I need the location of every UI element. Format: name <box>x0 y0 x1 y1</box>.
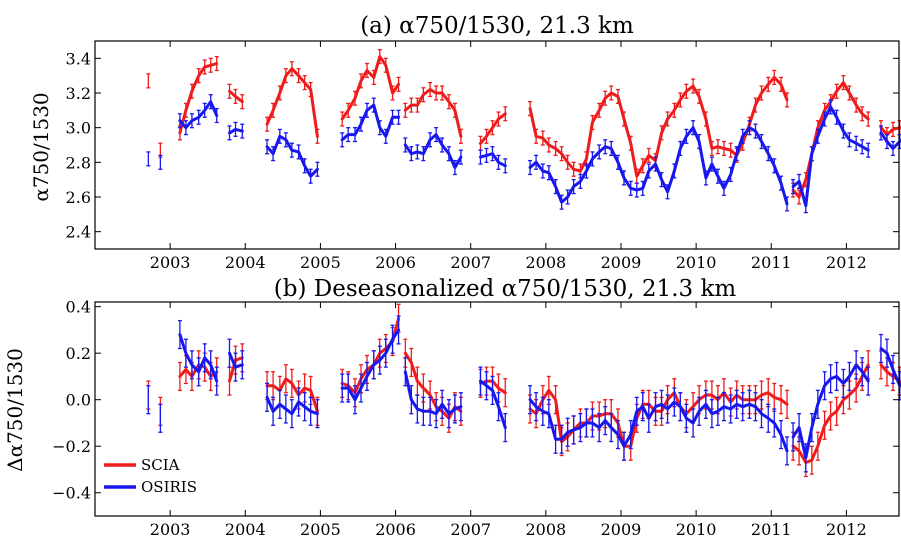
series-line-scia <box>340 55 401 121</box>
series-line-osiris <box>340 103 401 142</box>
series-line-osiris <box>528 126 789 206</box>
series-line-scia <box>265 67 319 138</box>
panel-a-xtick-label: 2007 <box>450 253 491 272</box>
panel-a-xtick-label: 2009 <box>601 253 642 272</box>
panel-a-ytick-label: 2.8 <box>66 153 91 172</box>
series-line-scia <box>340 316 401 395</box>
panel-b-frame <box>94 301 900 517</box>
series-line-osiris <box>228 351 244 369</box>
series-line-osiris <box>479 152 507 168</box>
panel-b-ytick-label: 0.0 <box>66 391 91 410</box>
series-line-osiris <box>265 395 319 416</box>
panel-b-xtick-label: 2005 <box>300 520 341 539</box>
panel-a-ytick-label: 3.0 <box>66 119 91 138</box>
panel-a-xtick-label: 2010 <box>676 253 717 272</box>
panel-b-xtick-label: 2008 <box>525 520 566 539</box>
panel-a-frame <box>94 40 900 250</box>
panel-a-xtick-label: 2008 <box>525 253 566 272</box>
panel-a-xtick-label: 2012 <box>826 253 867 272</box>
series-line-scia <box>403 351 463 420</box>
panel-b-ytick-label: 0.4 <box>66 298 91 317</box>
panel-b-plot: 2003 2004 2005 2006 2007 2008 2009 2010 2011 2012… <box>52 298 901 539</box>
panel-b-ytick-label: −0.4 <box>52 484 91 503</box>
panel-b-xtick-label: 2012 <box>826 520 867 539</box>
panel-a-xtick-label: 2006 <box>375 253 416 272</box>
panel-a-series-osiris <box>146 94 901 214</box>
series-line-osiris <box>791 105 870 208</box>
series-line-scia <box>228 89 244 104</box>
panel-b-title: (b) Deseasonalized α750/1530, 21.3 km <box>274 276 737 302</box>
panel-a-ytick-label: 3.2 <box>66 84 91 103</box>
series-line-osiris <box>403 370 463 416</box>
series-line-osiris <box>178 100 219 130</box>
series-line-osiris <box>340 328 401 402</box>
series-line-scia <box>178 62 219 135</box>
panel-b-series-osiris <box>146 315 901 473</box>
panel-b-ytick-label: −0.2 <box>52 437 91 456</box>
panel-b-xtick-label: 2010 <box>676 520 717 539</box>
panel-a-xtick-label: 2003 <box>150 253 191 272</box>
series-line-scia <box>528 75 789 178</box>
panel-a-title: (a) α750/1530, 21.3 km <box>360 13 634 39</box>
series-line-osiris <box>403 133 463 169</box>
panel-a-series-scia <box>146 49 901 205</box>
panel-a-ytick-label: 2.4 <box>66 223 91 242</box>
series-line-scia <box>879 126 901 137</box>
panel-a-ylabel: α750/1530 <box>29 92 53 201</box>
series-line-osiris <box>228 127 244 135</box>
panel-b-xtick-label: 2011 <box>751 520 792 539</box>
panel-b-xtick-label: 2006 <box>375 520 416 539</box>
series-line-scia <box>479 112 507 145</box>
panel-a-ytick-label: 3.4 <box>66 49 91 68</box>
panel-b-xtick-label: 2004 <box>225 520 266 539</box>
panel-a-plot: 2003 2004 2005 2006 2007 2008 2009 2010 2011 2012… <box>66 41 901 272</box>
panel-b: (b) Deseasonalized α750/1530, 21.3 km Δα… <box>3 276 901 539</box>
legend-label-scia: SCIA <box>141 456 180 474</box>
legend: SCIA OSIRIS <box>104 456 197 496</box>
panel-b-ylabel: Δα750/1530 <box>3 348 27 472</box>
panel-a-xtick-label: 2005 <box>300 253 341 272</box>
panel-a-xtick-label: 2004 <box>225 253 266 272</box>
panel-a-ytick-label: 2.6 <box>66 188 91 207</box>
series-line-scia <box>879 363 901 385</box>
panel-b-xtick-label: 2007 <box>450 520 491 539</box>
panel-a-xtick-label: 2011 <box>751 253 792 272</box>
panel-b-ytick-label: 0.2 <box>66 344 91 363</box>
series-line-scia <box>265 377 319 413</box>
series-line-osiris <box>791 363 870 460</box>
series-line-osiris <box>479 379 507 430</box>
series-line-osiris <box>265 134 319 178</box>
legend-label-osiris: OSIRIS <box>141 478 197 496</box>
series-line-osiris <box>879 347 901 388</box>
series-line-osiris <box>178 333 219 383</box>
series-line-osiris <box>879 131 901 150</box>
series-line-osiris <box>528 398 789 453</box>
panel-b-xtick-label: 2009 <box>601 520 642 539</box>
panel-b-xtick-label: 2003 <box>150 520 191 539</box>
panel-a: (a) α750/1530, 21.3 km α750/1530 2003 200… <box>29 13 901 272</box>
series-line-scia <box>403 88 463 138</box>
